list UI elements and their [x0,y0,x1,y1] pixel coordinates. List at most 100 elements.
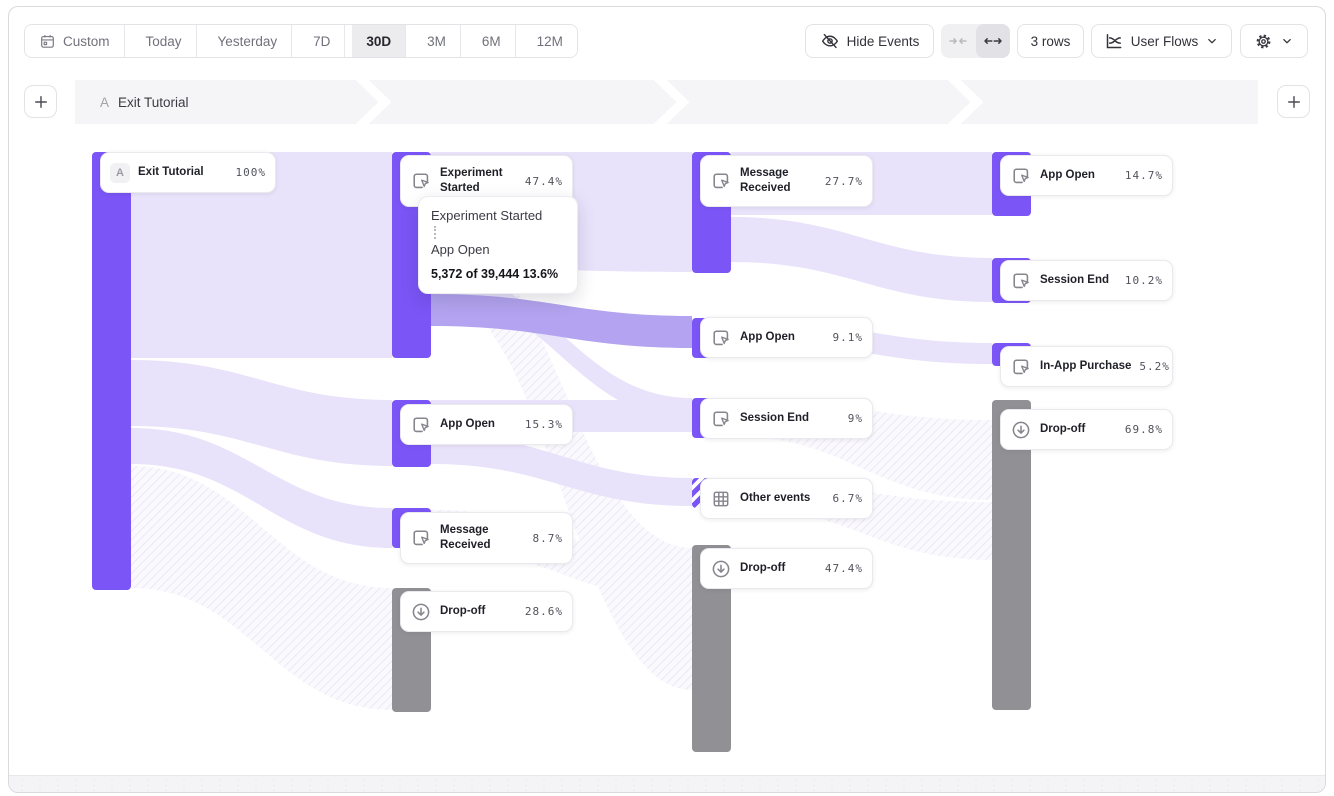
node-label: Drop-off [1040,423,1086,436]
tooltip-to-event: App Open [431,242,490,257]
chevron-down-icon [1205,34,1219,48]
flow-node-card[interactable]: Drop-off 28.6% [400,591,573,632]
rows-button[interactable]: 3 rows [1017,24,1084,58]
drop-off-icon [1010,419,1032,441]
step-chevron-separator [355,80,391,124]
step-letter: A [100,94,110,110]
node-label: Message Received [440,524,491,551]
add-step-right-button[interactable] [1277,85,1310,118]
flow-ribbon-highlighted [431,294,692,348]
date-range-label: 12M [536,33,563,49]
view-selector-button[interactable]: User Flows [1091,24,1232,58]
event-icon [1010,356,1032,378]
flow-ribbon [131,152,392,358]
flow-tooltip: Experiment Started App Open 5,372 of 39,… [418,196,578,294]
date-range-6m[interactable]: 6M [467,25,516,57]
step-header-bar[interactable]: A Exit Tutorial [75,80,1258,124]
settings-button[interactable] [1240,24,1308,58]
date-range-label: Today [145,33,182,49]
add-step-left-button[interactable] [24,85,57,118]
event-icon [1010,165,1032,187]
step-letter-badge: A [110,162,130,183]
flow-ribbon [431,434,692,506]
node-value: 100% [235,166,266,179]
date-range-3m[interactable]: 3M [413,25,461,57]
node-value: 28.6% [524,605,563,618]
step-title: Exit Tutorial [118,94,189,110]
step-chevron-separator [653,80,689,124]
node-label: Experiment Started [440,167,503,194]
tooltip-connector [434,226,436,239]
flow-ribbon [131,428,392,548]
flow-node-card[interactable]: Message Received 8.7% [400,512,573,564]
date-range-12m[interactable]: 12M [522,25,577,57]
node-value: 27.7% [824,174,863,188]
event-icon [710,327,732,349]
node-label: App Open [440,418,495,431]
expand-columns-button[interactable] [975,24,1010,58]
view-selector-label: User Flows [1130,33,1199,49]
date-range-control[interactable]: Custom Today Yesterday 7D 30D 3M 6M 12M [24,24,578,58]
flow-node-card[interactable]: Session End 9% [700,398,873,439]
column-width-control [941,24,1010,58]
drop-off-icon [410,601,432,623]
date-range-label: 3M [427,33,446,49]
gear-icon [1254,32,1273,51]
event-icon [410,527,432,549]
date-range-30d[interactable]: 30D [352,25,407,57]
node-value: 69.8% [1124,423,1163,436]
flow-node-card[interactable]: In-App Purchase 5.2% [1000,346,1173,387]
node-value: 8.7% [532,531,563,545]
flow-node-card[interactable]: App Open 9.1% [700,317,873,358]
flow-node-card[interactable]: App Open 14.7% [1000,155,1173,196]
flow-node-card[interactable]: A Exit Tutorial 100% [100,152,276,193]
drop-off-icon [710,558,732,580]
date-range-yesterday[interactable]: Yesterday [203,25,293,57]
node-label: Drop-off [740,562,786,575]
node-value: 47.4% [824,562,863,575]
rows-label: 3 rows [1030,33,1071,49]
chevron-down-icon [1280,34,1294,48]
node-label: App Open [740,331,795,344]
event-icon [710,408,732,430]
event-icon [410,414,432,436]
flow-node-bar[interactable] [992,400,1031,710]
date-range-label: 7D [313,33,331,49]
date-range-custom[interactable]: Custom [25,25,125,57]
flow-node-card[interactable]: Drop-off 47.4% [700,548,873,589]
flow-ribbon [731,217,992,302]
user-flows-icon [1104,31,1124,51]
flow-node-card[interactable]: Session End 10.2% [1000,260,1173,301]
bottom-scroll-strip[interactable] [9,775,1325,792]
arrows-collapse-icon [948,31,968,51]
node-value: 14.7% [1124,169,1163,182]
node-value: 10.2% [1124,274,1163,287]
flow-node-card[interactable]: Drop-off 69.8% [1000,409,1173,450]
hide-events-button[interactable]: Hide Events [805,24,934,58]
flow-node-bar[interactable] [92,152,131,590]
plus-icon [1285,93,1303,111]
date-range-label: Custom [63,33,110,49]
flow-node-card[interactable]: Other events 6.7% [700,478,873,519]
node-value: 5.2% [1139,360,1170,373]
flow-node-card[interactable]: Message Received 27.7% [700,155,873,207]
tooltip-stat: 5,372 of 39,444 13.6% [431,267,559,281]
hide-events-label: Hide Events [846,33,920,49]
node-value: 47.4% [524,174,563,188]
node-label: Session End [740,412,810,425]
flow-ribbon [131,360,392,466]
event-icon [1010,270,1032,292]
node-value: 9.1% [832,331,863,344]
flow-node-card[interactable]: App Open 15.3% [400,404,573,445]
plus-icon [32,93,50,111]
node-label: Drop-off [440,605,486,618]
node-label: App Open [1040,169,1095,182]
node-label: Other events [740,492,811,505]
date-range-7d[interactable]: 7D [299,25,346,57]
date-range-today[interactable]: Today [131,25,197,57]
other-events-icon [710,488,732,510]
event-icon [410,170,432,192]
date-range-label: 6M [481,33,501,49]
collapse-columns-button[interactable] [941,24,976,58]
event-icon [710,170,732,192]
